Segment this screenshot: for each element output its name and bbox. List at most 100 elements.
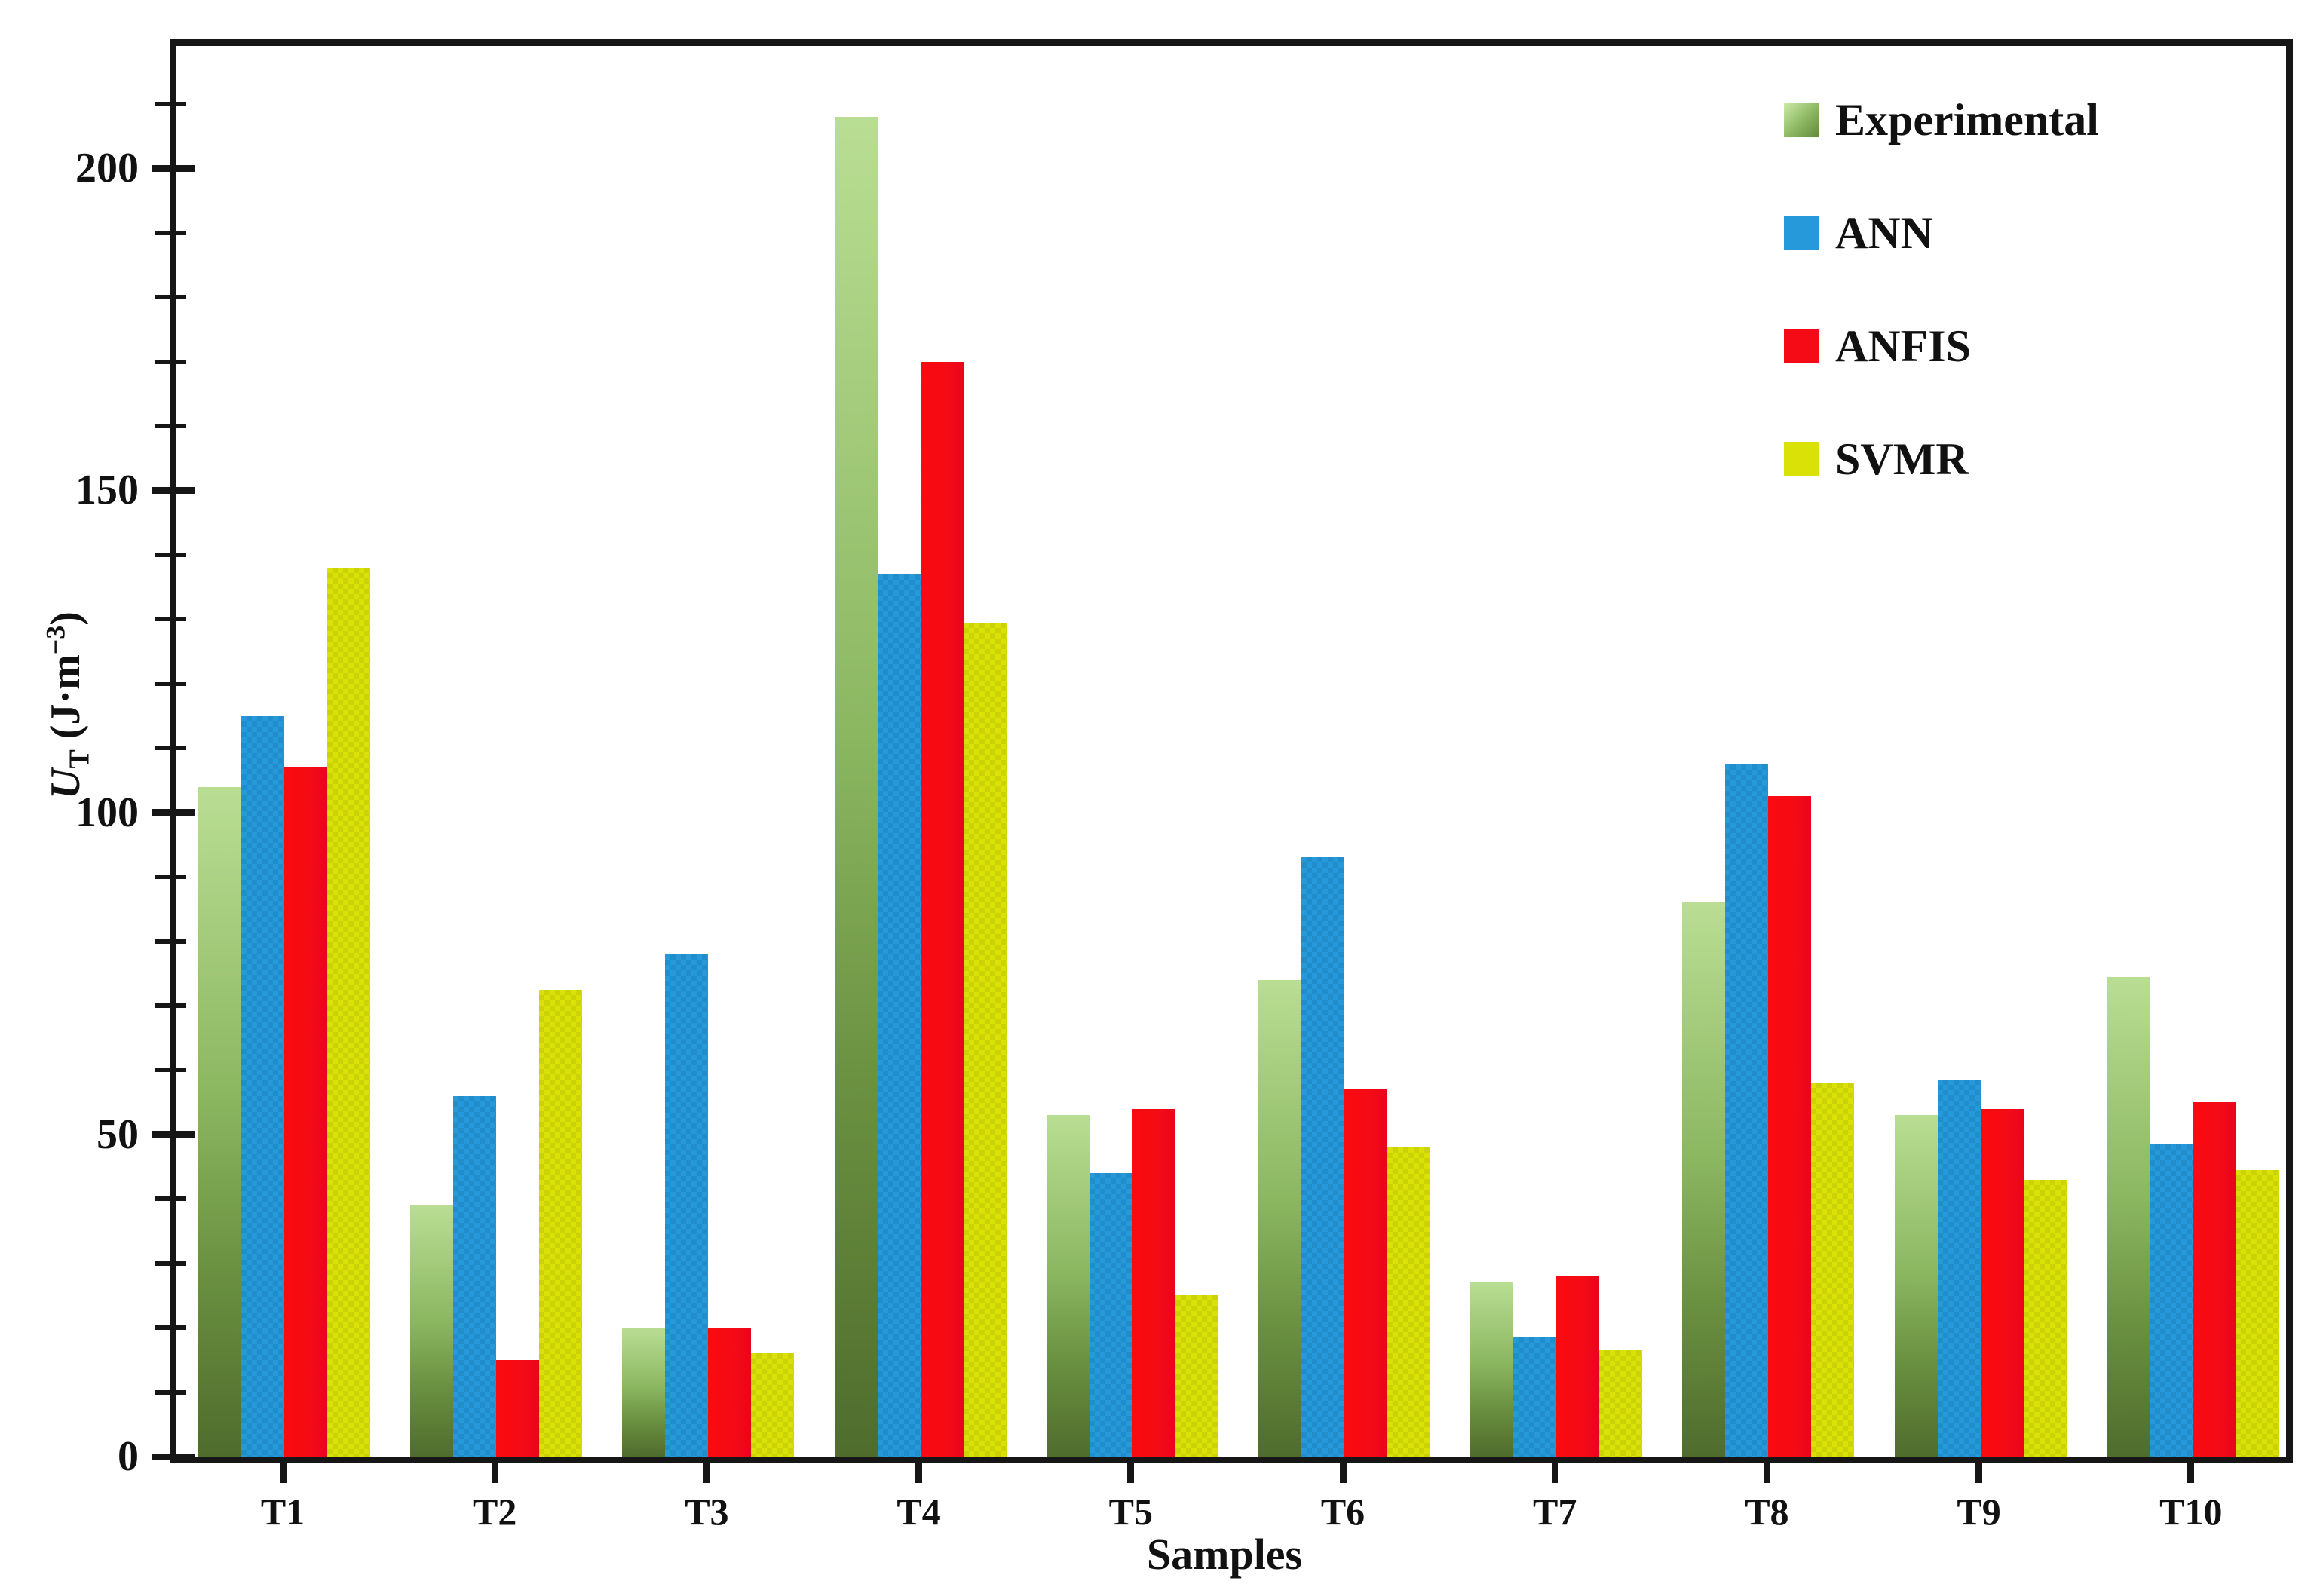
y-minor-tick-110	[155, 746, 186, 751]
legend-swatch-SVMR	[1784, 442, 1819, 476]
y-major-tick-100	[152, 809, 195, 816]
y-axis-label: UT (J·m−3)	[40, 611, 97, 799]
x-tick-label-T1: T1	[260, 1490, 305, 1533]
x-tick-T1	[279, 1463, 287, 1483]
legend-label-ANFIS: ANFIS	[1835, 321, 1972, 371]
y-minor-tick-40	[155, 1196, 186, 1202]
bar-T8-ANN	[1725, 764, 1769, 1457]
y-tick-label-150: 150	[75, 467, 139, 514]
x-tick-label-T10: T10	[2159, 1490, 2223, 1533]
axes: 0 50 100 150 200 T1 T2 T3 T4 T5 T6 T7 T8 T9 T10	[75, 46, 2286, 1533]
bar-T5-Experimental	[1046, 1115, 1090, 1457]
y-minor-tick-170	[155, 359, 186, 364]
y-axis-label-units: (J·m	[42, 654, 90, 750]
x-tick-label-T8: T8	[1745, 1490, 1789, 1533]
x-tick-T3	[703, 1463, 710, 1483]
bar-T9-SVMR	[2023, 1179, 2067, 1457]
x-tick-T8	[1763, 1463, 1770, 1483]
legend-swatch-Experimental	[1784, 103, 1819, 137]
bar-T4-ANN	[877, 574, 921, 1457]
bar-T10-ANFIS	[2192, 1102, 2236, 1457]
bar-T8-ANFIS	[1768, 796, 1812, 1457]
bar-T1-Experimental	[198, 786, 241, 1457]
bar-T4-SVMR	[963, 622, 1007, 1457]
y-minor-tick-130	[155, 617, 186, 622]
y-minor-tick-190	[155, 230, 186, 235]
y-minor-tick-180	[155, 295, 186, 300]
bar-T10-Experimental	[2106, 976, 2150, 1457]
y-minor-tick-140	[155, 552, 186, 557]
bar-T9-ANFIS	[1980, 1108, 2024, 1457]
y-minor-tick-30	[155, 1261, 186, 1266]
x-tick-T4	[915, 1463, 923, 1483]
legend-label-SVMR: SVMR	[1835, 434, 1969, 484]
bar-T7-SVMR	[1599, 1350, 1643, 1457]
bar-T3-ANN	[665, 954, 709, 1457]
bar-T7-Experimental	[1470, 1282, 1514, 1457]
x-tick-T5	[1127, 1463, 1135, 1483]
bar-T1-ANFIS	[284, 767, 327, 1457]
x-tick-label-T4: T4	[896, 1490, 941, 1533]
x-tick-label-T7: T7	[1533, 1490, 1577, 1533]
legend-label-Experimental: Experimental	[1835, 95, 2099, 145]
y-minor-tick-160	[155, 424, 186, 429]
x-tick-label-T6: T6	[1320, 1490, 1365, 1533]
y-axis-label-subscript: T	[63, 749, 96, 769]
bar-T9-Experimental	[1894, 1115, 1938, 1457]
y-axis-label-close: )	[42, 611, 90, 626]
bar-T2-ANFIS	[496, 1359, 540, 1457]
legend-swatch-ANFIS	[1784, 329, 1819, 363]
y-tick-label-0: 0	[118, 1433, 139, 1480]
x-tick-label-T5: T5	[1108, 1490, 1153, 1533]
plot-area: 0 50 100 150 200 T1 T2 T3 T4 T5 T6 T7 T8 T9 T10	[75, 39, 2293, 1533]
x-axis-title: Samples	[1146, 1530, 1303, 1579]
legend-swatch-ANN	[1784, 216, 1819, 250]
bar-T10-SVMR	[2235, 1169, 2279, 1457]
bar-T8-Experimental	[1682, 902, 1726, 1457]
x-tick-T6	[1339, 1463, 1347, 1483]
y-axis-label-exponent: −3	[40, 625, 71, 655]
bar-T10-ANN	[2149, 1144, 2193, 1457]
bar-T7-ANN	[1513, 1337, 1557, 1457]
bar-T4-ANFIS	[920, 361, 964, 1457]
legend-entry-ANN: ANN	[1784, 210, 2099, 256]
bar-T3-SVMR	[751, 1353, 795, 1457]
y-minor-tick-90	[155, 875, 186, 880]
y-tick-label-100: 100	[75, 789, 139, 836]
bar-T2-SVMR	[539, 989, 583, 1457]
bar-T3-ANFIS	[708, 1328, 752, 1457]
y-minor-tick-70	[155, 1003, 186, 1008]
bar-T7-ANFIS	[1556, 1276, 1600, 1457]
bar-T5-SVMR	[1175, 1295, 1218, 1457]
y-major-tick-0	[152, 1453, 195, 1460]
bar-T4-Experimental	[834, 116, 878, 1457]
bar-T2-ANN	[453, 1095, 497, 1457]
x-tick-T10	[2187, 1463, 2195, 1483]
bar-T1-SVMR	[327, 568, 370, 1457]
bar-T6-ANFIS	[1344, 1089, 1387, 1457]
y-minor-tick-60	[155, 1068, 186, 1073]
y-major-tick-50	[152, 1131, 195, 1138]
legend-entry-ANFIS: ANFIS	[1784, 323, 2099, 369]
y-major-tick-150	[152, 486, 195, 494]
y-tick-label-200: 200	[75, 145, 139, 192]
y-tick-label-50: 50	[97, 1110, 139, 1158]
y-minor-tick-20	[155, 1325, 186, 1331]
bar-T6-ANN	[1301, 857, 1344, 1457]
x-tick-label-T2: T2	[473, 1490, 517, 1533]
y-minor-tick-210	[155, 101, 186, 106]
legend: Experimental ANN ANFIS SVMR	[1784, 96, 2099, 482]
y-minor-tick-10	[155, 1389, 186, 1395]
y-major-tick-200	[152, 164, 195, 172]
bar-T2-Experimental	[410, 1205, 454, 1457]
y-minor-tick-80	[155, 939, 186, 944]
y-minor-tick-120	[155, 681, 186, 686]
bar-T6-Experimental	[1258, 979, 1301, 1457]
bar-T1-ANN	[241, 715, 284, 1457]
x-tick-T2	[491, 1463, 498, 1483]
legend-entry-Experimental: Experimental	[1784, 96, 2099, 143]
legend-entry-SVMR: SVMR	[1784, 436, 2099, 482]
bar-T3-Experimental	[622, 1328, 666, 1457]
x-tick-T7	[1551, 1463, 1558, 1483]
